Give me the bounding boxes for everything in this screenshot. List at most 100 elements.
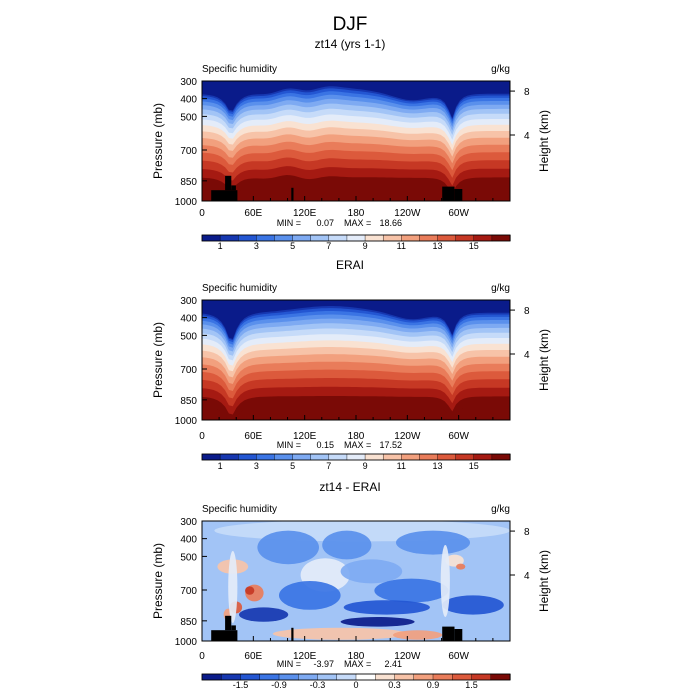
y2-tick-label: 4 <box>524 131 530 142</box>
y-tick-label: 850 <box>180 177 197 188</box>
min-label: MIN = <box>277 659 301 669</box>
colorbar-swatch <box>274 453 294 461</box>
topography-2-1 <box>225 615 232 631</box>
colorbar-label: 0.9 <box>427 680 440 690</box>
variable-label: Specific humidity <box>202 283 277 294</box>
colorbar-label: 9 <box>363 461 368 471</box>
min-value: -3.97 <box>313 659 334 669</box>
max-value: 2.41 <box>384 659 402 669</box>
colorbar-swatch <box>328 453 348 461</box>
topography-0-3 <box>291 187 294 201</box>
x-tick-label: 120W <box>394 431 421 442</box>
y-tick-label: 400 <box>180 95 197 106</box>
colorbar-label: 13 <box>432 461 442 471</box>
colorbar-label: 1.5 <box>465 680 478 690</box>
field-2 <box>202 521 510 641</box>
y-tick-label: 700 <box>180 146 197 157</box>
max-label: MAX = <box>344 218 371 228</box>
colorbar-frame <box>201 234 511 242</box>
topography-2-4 <box>442 626 455 641</box>
colorbar-label: -1.5 <box>233 680 249 690</box>
colorbar-swatch <box>256 453 276 461</box>
colorbar-swatch <box>201 453 221 461</box>
x-tick-label: 0 <box>199 208 205 219</box>
y2-axis-label: Height (km) <box>537 329 551 391</box>
field-anomaly-2-16 <box>245 586 255 595</box>
min-label: MIN = <box>277 218 301 228</box>
y-tick-label: 500 <box>180 112 197 123</box>
y2-tick-label: 8 <box>524 306 530 317</box>
colorbar-swatch <box>455 453 475 461</box>
x-tick-label: 0 <box>199 651 205 662</box>
topography-2-3 <box>291 627 294 641</box>
colorbar-swatch <box>219 453 239 461</box>
y-tick-label: 850 <box>180 617 197 628</box>
colorbar-swatch <box>310 453 330 461</box>
colorbar-swatch <box>473 453 493 461</box>
colorbar-label: 15 <box>469 461 479 471</box>
field-anomaly-2-8 <box>343 600 430 615</box>
colorbar-swatch <box>490 673 511 681</box>
colorbar-swatch <box>364 453 384 461</box>
y-tick-label: 700 <box>180 365 197 376</box>
topography-2-0 <box>211 630 238 641</box>
variable-label: Specific humidity <box>202 64 277 75</box>
max-value: 18.66 <box>379 218 402 228</box>
units-label: g/kg <box>491 64 510 75</box>
colorbar-swatch <box>346 453 366 461</box>
x-tick-label: 60W <box>448 651 469 662</box>
field-level-1-0 <box>202 300 510 339</box>
y-tick-label: 850 <box>180 396 197 407</box>
min-value: 0.15 <box>316 440 334 450</box>
units-label: g/kg <box>491 283 510 294</box>
panel-title: zt14 (yrs 1-1) <box>315 37 386 51</box>
y-tick-label: 400 <box>180 314 197 325</box>
colorbar-swatch <box>256 234 276 242</box>
panel-title: zt14 - ERAI <box>319 480 380 494</box>
y-tick-label: 400 <box>180 535 197 546</box>
y-tick-label: 300 <box>180 517 197 528</box>
colorbar-swatch <box>491 234 511 242</box>
colorbar-swatch <box>364 234 384 242</box>
x-tick-label: 180 <box>348 431 365 442</box>
colorbar-label: 11 <box>397 461 406 471</box>
topography-0-4 <box>442 186 455 201</box>
colorbar-label: 7 <box>326 241 331 251</box>
x-tick-label: 120E <box>293 208 317 219</box>
x-tick-label: 120E <box>293 431 317 442</box>
panel-0: zt14 (yrs 1-1)Specific humidity g/kg30040… <box>151 37 551 251</box>
colorbar-label: 9 <box>363 241 368 251</box>
x-tick-label: 60W <box>448 431 469 442</box>
colorbar-label: 11 <box>397 241 406 251</box>
colorbar-swatch <box>437 453 457 461</box>
colorbar-swatch <box>355 673 376 681</box>
colorbar-label: -0.3 <box>310 680 326 690</box>
field-anomaly-2-18 <box>456 563 466 570</box>
colorbar-swatch <box>201 673 222 681</box>
y2-axis-label: Height (km) <box>537 550 551 612</box>
field-anomaly-2-13 <box>393 630 443 640</box>
y-tick-label: 1000 <box>175 637 198 648</box>
colorbar-label: -0.9 <box>271 680 287 690</box>
colorbar-frame <box>201 453 511 461</box>
colorbar-swatch <box>238 453 257 461</box>
y-tick-label: 500 <box>180 331 197 342</box>
field-anomaly-2-10 <box>239 607 289 622</box>
colorbar-label: 3 <box>254 241 259 251</box>
field-0 <box>202 81 510 201</box>
field-1 <box>202 300 510 420</box>
field-anomaly-2-7 <box>279 581 341 610</box>
x-tick-label: 60E <box>244 651 262 662</box>
y-tick-label: 500 <box>180 552 197 563</box>
max-label: MAX = <box>344 440 371 450</box>
y2-tick-label: 4 <box>524 350 530 361</box>
variable-label: Specific humidity <box>202 504 277 515</box>
y-axis-label: Pressure (mb) <box>151 322 165 398</box>
x-tick-label: 180 <box>348 651 365 662</box>
y-tick-label: 700 <box>180 586 197 597</box>
x-tick-label: 0 <box>199 431 205 442</box>
field-anomaly-2-3 <box>396 530 470 555</box>
colorbar-swatch <box>292 234 312 242</box>
